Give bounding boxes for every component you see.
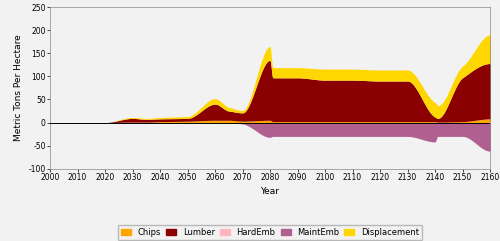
X-axis label: Year: Year: [260, 187, 280, 196]
Legend: Chips, Lumber, HardEmb, MaintEmb, Displacement: Chips, Lumber, HardEmb, MaintEmb, Displa…: [118, 225, 422, 240]
Y-axis label: Metric Tons Per Hectare: Metric Tons Per Hectare: [14, 35, 23, 141]
